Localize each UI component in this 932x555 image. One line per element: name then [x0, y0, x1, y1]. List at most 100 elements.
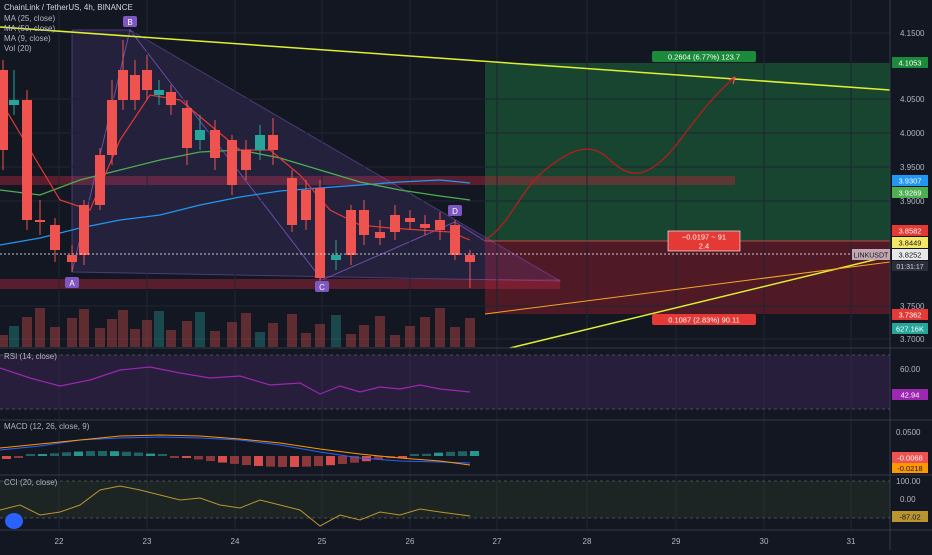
macd-legend[interactable]: MACD (12, 26, close, 9)	[4, 422, 90, 431]
stop-label-box[interactable]: 0.1087 (2.83%) 90.11	[652, 314, 756, 325]
volume-bar	[107, 319, 117, 347]
cci-tick-0: 0.00	[900, 495, 916, 504]
volume-bar	[118, 310, 128, 347]
candle-body	[67, 255, 77, 262]
volume-text: 627.16K	[896, 325, 924, 334]
current-price-text: 3.8252	[899, 251, 922, 260]
volume-bar	[154, 311, 164, 347]
macd-hist-bar	[374, 456, 383, 460]
ma9-legend[interactable]: MA (9, close)	[4, 34, 51, 43]
volume-bar	[346, 334, 356, 347]
price-tick-3950: 3.9500	[900, 163, 925, 172]
rsi-pane	[0, 354, 890, 410]
symbol-header[interactable]: ChainLink / TetherUS, 4h, BINANCE	[4, 3, 133, 12]
candle-body	[346, 210, 356, 255]
macd-hist-bar	[290, 456, 299, 467]
volume-bar	[331, 315, 341, 347]
point-d[interactable]: D	[448, 205, 462, 216]
volume-bar	[166, 330, 176, 347]
macd-hist-bar	[26, 454, 35, 456]
time-label-30: 30	[760, 537, 769, 546]
price-axis[interactable]: 4.1500 4.0500 4.0000 3.9500 3.9000 3.750…	[900, 29, 925, 344]
time-label-22: 22	[55, 537, 64, 546]
time-axis[interactable]: 22 23 24 25 26 27 28 29 30 31	[55, 537, 856, 546]
candle-body	[9, 100, 19, 105]
cci-legend[interactable]: CCI (20, close)	[4, 478, 58, 487]
point-c[interactable]: C	[315, 281, 329, 292]
target-price-badge	[892, 57, 928, 68]
volume-bar	[50, 327, 60, 347]
candle-body	[210, 130, 220, 158]
volume-bar	[435, 308, 445, 347]
candle-body	[331, 255, 341, 260]
point-c-label: C	[319, 283, 325, 292]
upper-red-badge	[892, 225, 928, 236]
volume-bar	[67, 318, 77, 347]
measure-label-box[interactable]: −0.0197 ~ 91 2.4	[667, 230, 741, 252]
ma-green-badge	[892, 187, 928, 198]
macd-hist-bar	[134, 452, 143, 456]
measure-line-2: 2.4	[699, 242, 709, 251]
macd-signal-line	[0, 434, 471, 466]
macd-signal-text: -0.0218	[897, 464, 922, 473]
triangle-pattern	[71, 29, 562, 282]
volume-bar	[268, 323, 278, 347]
volume-bar	[359, 325, 369, 347]
macd-hist-bar	[2, 456, 11, 459]
cci-value-text: -87.02	[899, 513, 920, 522]
candle-body	[420, 224, 430, 228]
volume-bar	[35, 308, 45, 347]
volume-bar	[390, 335, 400, 347]
macd-pane	[0, 434, 479, 467]
volume-bar	[301, 333, 311, 347]
volume-bar	[450, 327, 460, 347]
volume-bar	[130, 329, 140, 347]
candle-body	[450, 225, 460, 255]
volume-bar	[0, 335, 8, 347]
macd-hist-bar	[326, 456, 335, 466]
volume-badge	[892, 323, 928, 334]
macd-hist-bar	[206, 456, 215, 462]
macd-hist-bar	[146, 453, 155, 456]
price-tick-3900: 3.9000	[900, 197, 925, 206]
target-zone	[485, 63, 890, 241]
resistance-band	[0, 176, 735, 185]
macd-value-badge	[892, 452, 928, 463]
macd-hist-bar	[434, 452, 443, 456]
candle-body	[166, 92, 176, 105]
volume-bar	[195, 312, 205, 347]
symbol-tag-text: LINKUSDT	[854, 253, 889, 260]
candle-body	[465, 255, 475, 262]
target-label-box[interactable]: 0.2604 (6.77%) 123.7	[652, 51, 756, 62]
cci-tick-100: 100.00	[896, 477, 921, 486]
current-price-badge	[892, 249, 928, 260]
lower-trendline[interactable]	[509, 255, 891, 349]
point-a[interactable]: A	[65, 277, 79, 288]
orange-trendline	[484, 261, 891, 315]
volume-bar	[255, 332, 265, 347]
macd-hist-bar	[182, 456, 191, 458]
volume-bar	[420, 317, 430, 347]
macd-hist-bar	[62, 452, 71, 456]
point-b[interactable]: B	[123, 16, 137, 27]
ma25-legend[interactable]: MA (25, close)	[4, 14, 56, 23]
candle-body	[22, 100, 32, 220]
volume-bar	[142, 320, 152, 347]
projection-path	[484, 76, 736, 241]
price-tick-3700: 3.7000	[900, 335, 925, 344]
candle-body	[268, 135, 278, 150]
macd-hist-bar	[14, 456, 23, 458]
macd-hist-bar	[254, 456, 263, 466]
rsi-legend[interactable]: RSI (14, close)	[4, 352, 57, 361]
tradingview-logo-icon[interactable]	[5, 513, 23, 529]
volume-bar	[95, 328, 105, 347]
time-label-26: 26	[406, 537, 415, 546]
cci-line	[0, 485, 471, 527]
ma-blue-badge	[892, 175, 928, 186]
upper-trendline[interactable]	[0, 26, 891, 91]
candle-body	[227, 140, 237, 185]
ma50-legend[interactable]: MA (50, close)	[4, 24, 56, 33]
time-label-29: 29	[672, 537, 681, 546]
volume-legend[interactable]: Vol (20)	[4, 44, 32, 53]
